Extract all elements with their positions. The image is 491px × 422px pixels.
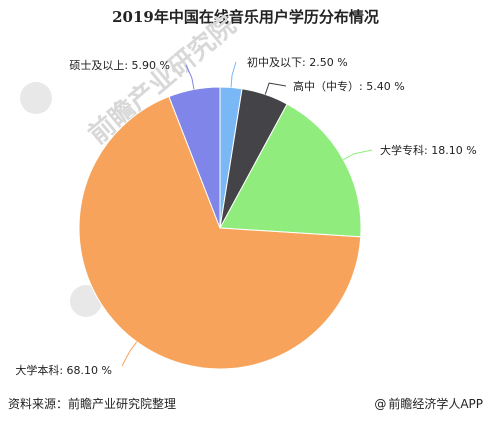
pie-slice-3: [78, 95, 362, 370]
pie-slice-2: [219, 103, 362, 238]
source-note: 资料来源：前瞻产业研究院整理: [8, 397, 177, 411]
chart-title: 2019年中国在线音乐用户学历分布情况: [112, 8, 379, 26]
leader-line-2: [343, 149, 373, 161]
pie-chart: 初中及以下: 2.50 % 高中（中专）: 5.40 % 大学专科: 18.10 %…: [15, 55, 477, 377]
credit-note: @ 前瞻经济学人APP: [374, 395, 483, 412]
leader-line-4: [185, 64, 195, 90]
slice-label-2: 大学专科: 18.10 %: [380, 143, 477, 157]
leader-line-3: [121, 341, 138, 367]
leader-line-1: [264, 82, 287, 95]
credit-text: 前瞻经济学人APP: [388, 397, 483, 411]
slice-label-1: 高中（中专）: 5.40 %: [293, 79, 405, 93]
at-icon: @: [374, 397, 387, 411]
slice-label-4: 硕士及以上: 5.90 %: [69, 59, 170, 72]
slice-label-3: 大学本科: 68.10 %: [15, 363, 112, 377]
leader-line-0: [230, 61, 237, 88]
slice-label-0: 初中及以下: 2.50 %: [247, 55, 348, 69]
